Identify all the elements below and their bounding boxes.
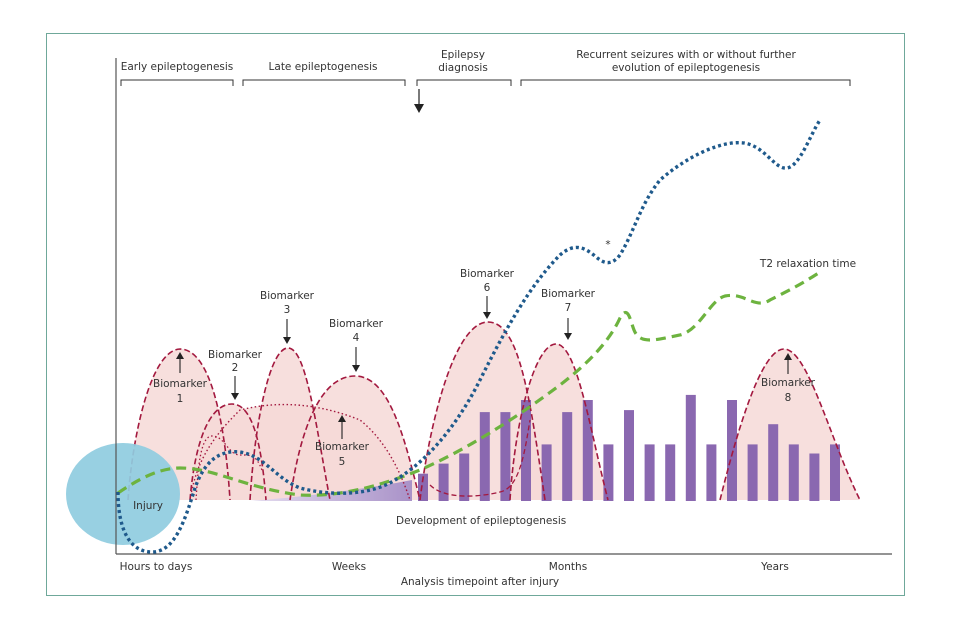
phase-bracket	[416, 79, 512, 86]
arrow-down-icon	[564, 318, 572, 340]
phase-label: Recurrent seizures with or without furth…	[576, 49, 796, 61]
biomarker-6-7-trough	[429, 419, 531, 497]
biomarker-1-curve	[127, 348, 231, 501]
biomarker-5-area	[190, 404, 410, 500]
phase-bracket	[242, 79, 406, 86]
biomarker-label: Biomarker	[761, 377, 816, 389]
biomarker-label: Biomarker	[153, 378, 208, 390]
arrow-up-icon	[338, 415, 346, 439]
biomarker-label: Biomarker	[208, 349, 263, 361]
seizure-bar	[418, 473, 428, 501]
x-tick-label: Hours to days	[120, 561, 193, 573]
seizure-bar	[644, 444, 655, 501]
phase-label: evolution of epileptogenesis	[612, 62, 760, 74]
seizure-bar	[479, 412, 490, 501]
biomarker-number: 8	[785, 392, 792, 404]
development-label: Development of epileptogenesis	[396, 515, 566, 527]
biomarker-5-curve	[189, 403, 411, 501]
epileptogenesis-wedge	[250, 480, 412, 501]
x-axis-title: Analysis timepoint after injury	[401, 576, 559, 588]
biomarker-6-curve	[419, 321, 546, 501]
seizure-bar	[562, 412, 573, 501]
arrow-down-icon	[352, 347, 360, 372]
x-tick-label: Months	[549, 561, 587, 573]
seizure-bar	[521, 400, 531, 501]
phase-bracket	[520, 79, 851, 86]
arrow-down-icon	[483, 296, 491, 319]
seizure-bar	[747, 444, 758, 501]
asterisk-marker: *	[605, 239, 610, 251]
biomarker-number: 7	[565, 302, 572, 314]
biomarker-4-curve	[289, 375, 421, 501]
arrow-down-icon	[231, 376, 239, 400]
biomarker-number: 3	[284, 304, 291, 316]
diagnosis-arrow-icon	[414, 89, 424, 113]
biomarker-label: Biomarker	[460, 268, 515, 280]
phase-bracket	[120, 79, 234, 86]
biomarker-number: 2	[232, 362, 239, 374]
seizure-bar	[603, 444, 614, 501]
x-tick-label: Weeks	[332, 561, 366, 573]
biomarker-label: Biomarker	[260, 290, 315, 302]
seizure-bar	[706, 444, 717, 501]
biomarker-label: Biomarker	[329, 318, 384, 330]
seizure-bar	[541, 444, 552, 501]
injury-label: Injury	[133, 500, 163, 512]
seizure-bar	[582, 400, 593, 501]
x-tick-label: Years	[760, 561, 789, 573]
seizure-bar	[624, 410, 634, 501]
biomarker-number: 4	[353, 332, 360, 344]
seizure-bar	[830, 444, 840, 501]
injury-circle	[66, 443, 180, 545]
seizure-bar	[809, 453, 820, 501]
biomarker-label: Biomarker	[541, 288, 596, 300]
biomarker-number: 1	[177, 393, 184, 405]
phase-label: Late epileptogenesis	[269, 61, 378, 73]
seizure-bar	[685, 394, 696, 501]
seizure-bar	[768, 424, 779, 501]
figure-frame	[46, 33, 905, 596]
arrow-down-icon	[283, 319, 291, 344]
seizure-bar	[500, 412, 511, 501]
seizure-bar	[459, 453, 470, 501]
arrow-up-icon	[784, 353, 792, 374]
phase-label: Epilepsy	[441, 49, 485, 61]
biomarker-label: Biomarker	[315, 441, 370, 453]
biomarker-number: 6	[484, 282, 491, 294]
seizure-bar	[727, 400, 737, 501]
biomarker-2-curve	[189, 403, 267, 501]
phase-label: Early epileptogenesis	[121, 61, 234, 73]
phase-label: diagnosis	[438, 62, 488, 74]
seizure-bar	[665, 444, 676, 501]
seizure-bar	[438, 463, 449, 501]
biomarker-number: 5	[339, 456, 346, 468]
blue-dotted-curve	[116, 119, 822, 554]
biomarker-8-curve	[719, 348, 861, 501]
t2-relaxation-label: T2 relaxation time	[759, 258, 856, 270]
seizure-bar	[788, 444, 799, 501]
t2-relaxation-curve	[117, 270, 821, 497]
arrow-up-icon	[176, 352, 184, 373]
